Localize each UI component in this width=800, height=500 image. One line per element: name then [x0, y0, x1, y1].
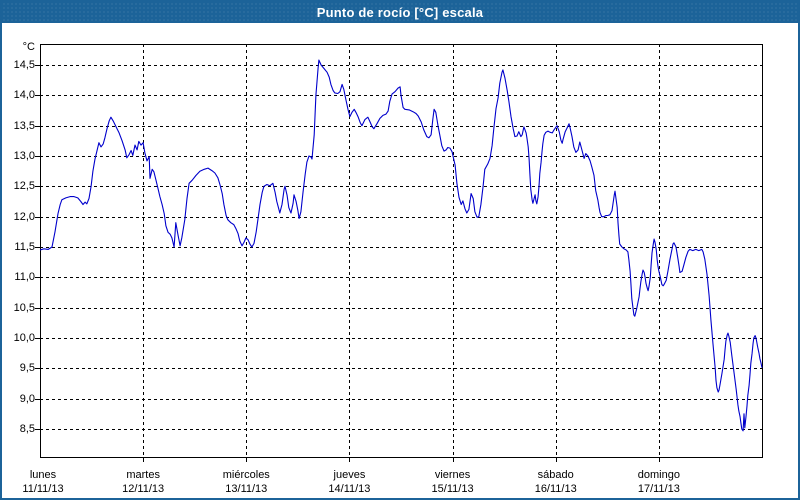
day-name: lunes [29, 469, 57, 481]
y-tick-label: 12,0 [13, 210, 35, 223]
day-name: domingo [637, 469, 680, 481]
x-axis-day-label: martes 12/11/13 [122, 468, 164, 496]
y-tick-label: 14,0 [13, 89, 35, 102]
plot-border [40, 44, 763, 458]
dew-point-series-line [39, 59, 763, 432]
y-tick-label: 10,0 [13, 331, 35, 344]
title-bar: Punto de rocío [°C] escala [2, 2, 798, 23]
y-axis-unit-label: °C [22, 41, 35, 53]
x-axis-day-label: jueves 14/11/13 [328, 468, 370, 496]
y-tick-label: 13,5 [13, 119, 35, 132]
y-tick-label: 11,0 [14, 271, 35, 284]
day-name: viernes [434, 469, 471, 481]
y-tick-label: 9,0 [19, 392, 35, 405]
x-axis-day-label: miércoles 13/11/13 [223, 468, 270, 496]
chart-title: Punto de rocío [°C] escala [316, 5, 484, 20]
y-tick-label: 13,0 [13, 149, 35, 162]
day-name: martes [126, 469, 160, 481]
day-name: jueves [333, 469, 366, 481]
day-name: miércoles [222, 469, 270, 481]
day-date: 14/11/13 [328, 483, 371, 495]
y-tick-label: 14,5 [13, 59, 35, 71]
x-axis-day-label: sábado 16/11/13 [535, 468, 577, 496]
y-tick-label: 11,5 [14, 240, 35, 253]
y-tick-label: 9,5 [19, 362, 35, 375]
day-date: 16/11/13 [534, 483, 577, 495]
y-tick-label: 10,5 [13, 301, 35, 314]
day-date: 15/11/13 [431, 483, 474, 495]
y-tick-label: 8,5 [19, 422, 35, 435]
day-date: 17/11/13 [637, 483, 680, 495]
day-date: 12/11/13 [122, 483, 165, 495]
y-tick-label: 12,5 [13, 180, 35, 193]
day-date: 13/11/13 [225, 483, 268, 495]
day-name: sábado [537, 469, 574, 481]
x-axis-day-label: domingo 17/11/13 [638, 468, 680, 496]
day-date: 11/11/13 [22, 483, 64, 495]
x-axis-day-label: viernes 15/11/13 [432, 468, 474, 496]
x-axis-day-label: lunes 11/11/13 [22, 468, 63, 496]
